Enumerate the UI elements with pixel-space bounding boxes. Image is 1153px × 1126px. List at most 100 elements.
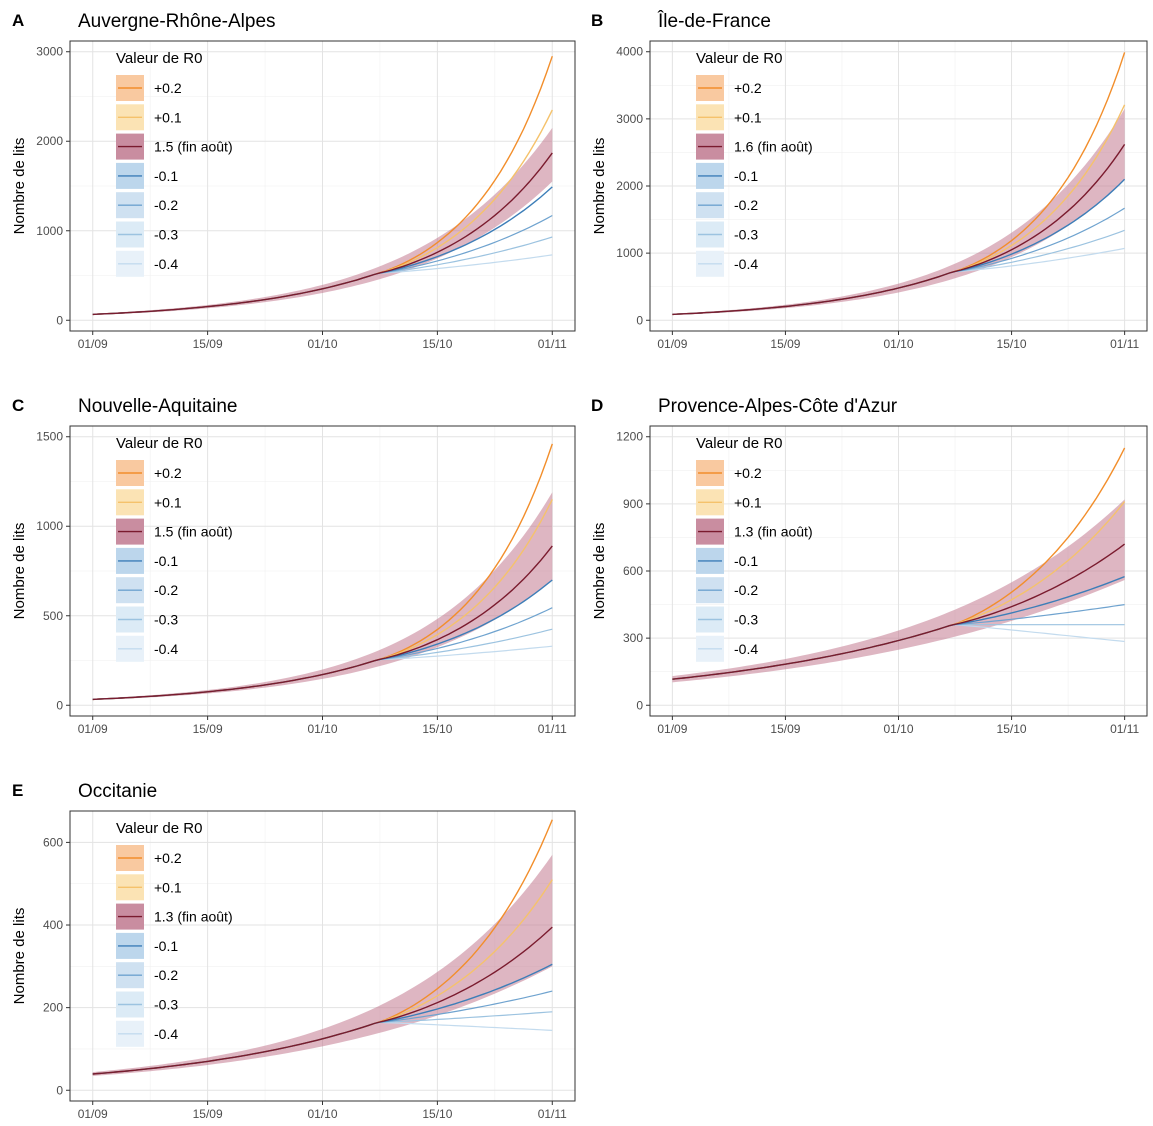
x-tick-label: 15/09: [193, 1107, 223, 1121]
panel-letter: E: [12, 781, 23, 800]
y-tick-label: 1500: [36, 430, 63, 444]
panel-letter: D: [591, 396, 603, 415]
legend-label: 1.6 (fin août): [734, 139, 813, 155]
y-tick-label: 0: [636, 698, 643, 712]
y-tick-label: 600: [43, 835, 63, 849]
legend-label: +0.2: [734, 465, 762, 481]
legend-label: +0.1: [154, 879, 182, 895]
y-tick-label: 0: [56, 698, 63, 712]
legend-title: Valeur de R0: [696, 50, 782, 67]
y-tick-label: 0: [56, 313, 63, 327]
x-tick-label: 01/09: [78, 337, 108, 351]
legend-label: +0.2: [154, 850, 182, 866]
legend-title: Valeur de R0: [116, 820, 202, 837]
legend-label: -0.3: [154, 612, 178, 628]
panel-d: D Provence-Alpes-Côte d'Azur 0 300 600 900 120…: [591, 396, 1148, 736]
legend-label: -0.4: [154, 256, 178, 272]
y-axis-title: Nombre de lits: [591, 138, 608, 235]
confidence-band: [672, 499, 1125, 683]
confidence-band: [92, 854, 553, 1076]
legend-label: -0.1: [154, 938, 178, 954]
x-tick-label: 01/11: [538, 1107, 567, 1121]
y-tick-label: 1000: [616, 246, 643, 260]
x-tick-label: 01/09: [657, 337, 687, 351]
x-tick-label: 01/09: [78, 722, 108, 736]
x-tick-label: 15/09: [770, 722, 800, 736]
series-line-base: [672, 144, 1126, 316]
legend-label: -0.2: [154, 967, 178, 983]
y-tick-label: 400: [43, 918, 63, 932]
legend-label: -0.2: [154, 197, 178, 213]
x-tick-label: 01/10: [883, 337, 913, 351]
legend-label: 1.5 (fin août): [154, 524, 233, 540]
legend-label: -0.4: [734, 641, 758, 657]
x-tick-label: 15/09: [193, 337, 223, 351]
y-tick-label: 600: [623, 564, 643, 578]
y-tick-label: 1000: [36, 224, 63, 238]
y-axis-title: Nombre de lits: [11, 138, 28, 235]
y-tick-label: 3000: [616, 112, 643, 126]
x-tick-label: 01/09: [78, 1107, 108, 1121]
y-tick-label: 200: [43, 1001, 63, 1015]
legend-title: Valeur de R0: [116, 50, 202, 67]
legend-label: -0.1: [154, 553, 178, 569]
x-tick-label: 01/10: [307, 1107, 337, 1121]
panel-title: Occitanie: [78, 781, 157, 802]
x-tick-label: 01/10: [307, 722, 337, 736]
y-axis-title: Nombre de lits: [591, 523, 608, 620]
legend-label: -0.3: [154, 227, 178, 243]
legend-label: -0.3: [154, 997, 178, 1013]
panel-c: C Nouvelle-Aquitaine 0 500 1000 1500 01/09 15/0…: [11, 396, 576, 736]
legend-label: -0.1: [154, 168, 178, 184]
series-line-base: [92, 926, 553, 1075]
x-tick-label: 15/10: [997, 722, 1027, 736]
y-tick-label: 900: [623, 497, 643, 511]
legend-label: +0.1: [154, 109, 182, 125]
y-axis-title: Nombre de lits: [11, 908, 28, 1005]
panel-title: Auvergne-Rhône-Alpes: [78, 11, 276, 32]
x-tick-label: 15/10: [422, 722, 452, 736]
legend-title: Valeur de R0: [116, 435, 202, 452]
legend-label: +0.1: [734, 109, 762, 125]
panel-letter: C: [12, 396, 24, 415]
series-line-base: [672, 543, 1126, 680]
x-tick-label: 15/09: [770, 337, 800, 351]
legend-label: -0.3: [734, 612, 758, 628]
legend-label: -0.1: [734, 553, 758, 569]
series-line-base: [92, 152, 553, 316]
panel-title: Île-de-France: [657, 10, 771, 32]
x-tick-label: 01/09: [657, 722, 687, 736]
legend-label: +0.1: [734, 494, 762, 510]
x-tick-label: 15/10: [422, 337, 452, 351]
panel-letter: A: [12, 11, 24, 30]
legend-label: 1.5 (fin août): [154, 139, 233, 155]
x-tick-label: 01/10: [883, 722, 913, 736]
legend-label: -0.2: [154, 582, 178, 598]
x-tick-label: 15/09: [193, 722, 223, 736]
y-tick-label: 1200: [616, 430, 643, 444]
series-line-base: [92, 545, 553, 701]
panel-e: E Occitanie 0 200 400 600 01/09 15/09 01/10 15/10…: [11, 781, 576, 1121]
y-tick-label: 2000: [36, 134, 63, 148]
panel-letter: B: [591, 11, 603, 30]
legend-label: -0.3: [734, 227, 758, 243]
legend-label: -0.1: [734, 168, 758, 184]
y-tick-label: 3000: [36, 45, 63, 59]
y-axis-title: Nombre de lits: [11, 523, 28, 620]
legend-label: +0.2: [154, 80, 182, 96]
legend-label: +0.2: [734, 80, 762, 96]
y-tick-label: 2000: [616, 179, 643, 193]
legend-label: +0.1: [154, 494, 182, 510]
legend-label: -0.4: [154, 1026, 178, 1042]
legend-label: -0.4: [154, 641, 178, 657]
panel-b: B Île-de-France 0 1000 2000 3000 4000 01/09 15/0…: [591, 10, 1148, 351]
x-tick-label: 01/11: [538, 722, 567, 736]
panel-title: Nouvelle-Aquitaine: [78, 396, 238, 417]
x-tick-label: 15/10: [422, 1107, 452, 1121]
legend-label: 1.3 (fin août): [154, 909, 233, 925]
panel-title: Provence-Alpes-Côte d'Azur: [658, 396, 898, 417]
legend-label: 1.3 (fin août): [734, 524, 813, 540]
legend-label: -0.2: [734, 582, 758, 598]
x-tick-label: 01/10: [307, 337, 337, 351]
